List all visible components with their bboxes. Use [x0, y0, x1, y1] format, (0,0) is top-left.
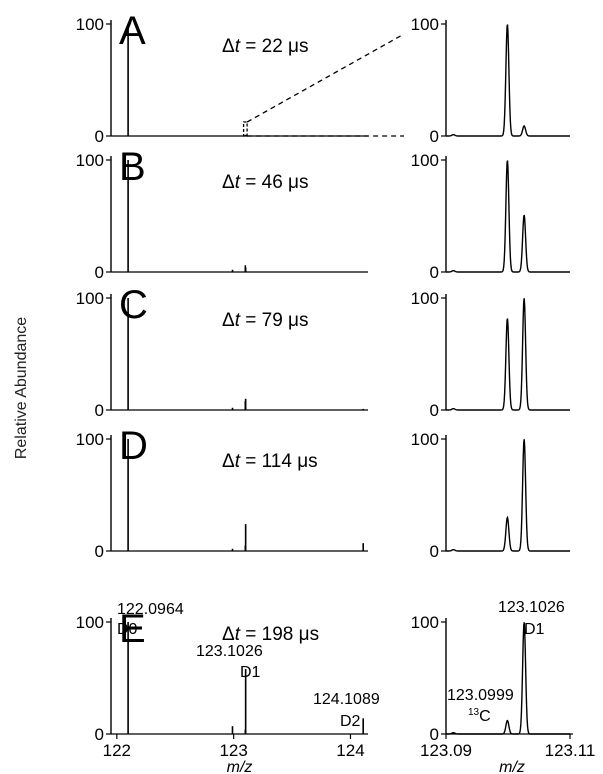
x-tick-label-full-2: 124 — [336, 741, 364, 760]
y-tick-label-0-zoom: 0 — [430, 127, 439, 146]
x-tick-label-zoom-0: 123.09 — [420, 741, 472, 760]
panel-letter: E — [119, 607, 146, 651]
annot-label-zoom-13c: 13C — [468, 707, 491, 725]
panel-C: 100 0 C Δt = 79 μs 100 0 — [76, 283, 570, 420]
y-tick-label-0-zoom: 0 — [430, 401, 439, 420]
y-tick-label-100-zoom: 100 — [411, 430, 439, 449]
y-axis-label: Relative Abundance — [13, 317, 30, 459]
y-tick-label-0-zoom: 0 — [430, 263, 439, 282]
y-tick-label-0-full: 0 — [95, 542, 104, 561]
y-tick-label-100-zoom: 100 — [411, 613, 439, 632]
y-tick-label-100-zoom: 100 — [411, 151, 439, 170]
x-axis-label-zoom: m/z — [499, 759, 525, 774]
annot-mass-zoom-13c: 123.0999 — [447, 687, 514, 704]
delta-t-label: Δt = 79 μs — [222, 310, 309, 331]
delta-t-label: Δt = 198 μs — [222, 624, 319, 645]
y-tick-label-100-full: 100 — [76, 430, 104, 449]
y-tick-label-0-full: 0 — [95, 127, 104, 146]
panel-letter: C — [119, 283, 148, 327]
x-tick-label-zoom-1: 123.11 — [545, 741, 596, 760]
annot-mass-d1: 123.1026 — [196, 643, 263, 660]
panel-letter: D — [119, 424, 148, 468]
panel-letter: B — [119, 145, 146, 189]
y-tick-label-0-zoom: 0 — [430, 542, 439, 561]
y-tick-label-0-full: 0 — [95, 725, 104, 744]
annot-label-d1: D1 — [240, 664, 261, 681]
x-tick-label-full-0: 122 — [103, 741, 131, 760]
y-tick-label-0-zoom: 0 — [430, 725, 439, 744]
annot-label-d2: D2 — [340, 713, 361, 730]
y-tick-label-100-full: 100 — [76, 151, 104, 170]
delta-t-label: Δt = 114 μs — [222, 451, 318, 472]
zoom-profile — [446, 160, 570, 273]
panel-D: 100 0 D Δt = 114 μs 100 0 — [76, 424, 570, 561]
zoom-profile — [446, 298, 570, 411]
annot-mass-d2: 124.1089 — [313, 691, 380, 708]
zoom-box — [242, 121, 248, 137]
zoom-connector-top — [246, 33, 405, 123]
zoom-profile — [446, 622, 570, 735]
annot-label-d0: D0 — [117, 621, 138, 638]
y-tick-label-100-zoom: 100 — [411, 15, 439, 34]
delta-t-label: Δt = 46 μs — [222, 172, 309, 193]
annot-label-zoom-d1: D1 — [524, 621, 545, 638]
annot-mass-zoom-d1: 123.1026 — [498, 599, 565, 616]
panel-B: 100 0 B Δt = 46 μs 100 0 — [76, 145, 570, 282]
zoom-profile — [446, 24, 570, 137]
zoom-profile — [446, 439, 570, 552]
delta-t-label: Δt = 22 μs — [222, 36, 309, 57]
y-tick-label-100-full: 100 — [76, 613, 104, 632]
annot-mass-d0: 122.0964 — [117, 601, 184, 618]
y-tick-label-0-full: 0 — [95, 263, 104, 282]
y-tick-label-0-full: 0 — [95, 401, 104, 420]
x-tick-label-full-1: 123 — [219, 741, 247, 760]
y-tick-label-100-zoom: 100 — [411, 289, 439, 308]
x-axis-label-full: m/z — [227, 759, 253, 774]
panel-letter: A — [119, 9, 146, 53]
y-tick-label-100-full: 100 — [76, 289, 104, 308]
panel-A: 100 0 A Δt = 22 μs 100 0 — [76, 9, 570, 146]
y-tick-label-100-full: 100 — [76, 15, 104, 34]
